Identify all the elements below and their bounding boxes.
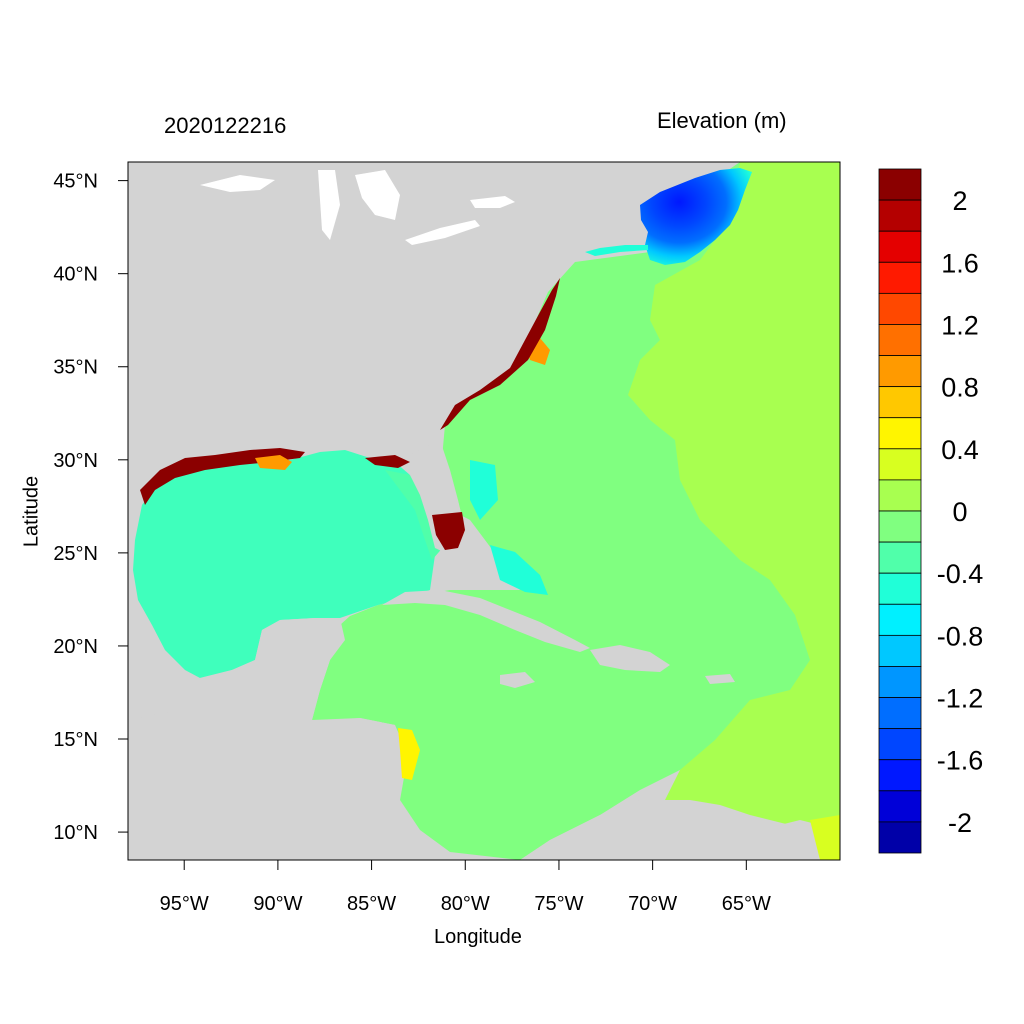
colorbar-swatch: [878, 386, 922, 419]
central-america-land: [128, 710, 430, 860]
colorbar-label: -0.8: [937, 621, 984, 651]
colorbar-swatch: [878, 572, 922, 605]
florida-shelf-water: [385, 470, 445, 560]
longitude-tick-label: 75°W: [534, 893, 583, 915]
latitude-tick-label: 15°N: [53, 729, 98, 751]
colorbar-swatch: [878, 728, 922, 761]
colorbar-label: -1.6: [937, 746, 984, 776]
longitude-tick-label: 80°W: [441, 893, 490, 915]
colorbar-swatch: [878, 168, 922, 201]
colorbar-swatch: [878, 821, 922, 854]
latitude-tick-label: 30°N: [53, 450, 98, 472]
colorbar-label: 1.6: [941, 248, 979, 278]
colorbar-swatch: [878, 292, 922, 325]
lake-michigan: [318, 170, 340, 240]
colorbar-swatch: [878, 199, 922, 232]
colorbar-swatch: [878, 603, 922, 636]
gulf-of-maine-low-water: [640, 168, 752, 265]
hispaniola-land: [590, 645, 670, 672]
timestamp-label: 2020122216: [164, 113, 287, 138]
longitude-tick-label: 95°W: [160, 893, 209, 915]
colorbar-label: 2: [952, 186, 967, 216]
longitude-tick-label: 65°W: [722, 893, 771, 915]
cuba-land: [382, 590, 590, 652]
latitude-tick-label: 45°N: [53, 171, 98, 193]
big-bend-inundation: [365, 455, 410, 468]
bahamas-bank-water-south: [490, 545, 548, 595]
colorbar-swatch: [878, 448, 922, 481]
florida-inundation: [432, 512, 465, 550]
southeast-corner-water: [810, 815, 840, 860]
louisiana-coastal-water: [255, 455, 292, 470]
yucatan-land: [200, 618, 345, 725]
open-atlantic-water: [628, 162, 840, 830]
longitude-tick-label: 70°W: [628, 893, 677, 915]
colorbar-swatch: [878, 230, 922, 263]
longitude-tick-label: 85°W: [347, 893, 396, 915]
lake-ontario: [470, 196, 515, 208]
colorbar-label: 0: [952, 497, 967, 527]
latitude-tick-label: 25°N: [53, 543, 98, 565]
lake-erie: [405, 220, 480, 245]
latitude-tick-label: 40°N: [53, 264, 98, 286]
latitude-tick-label: 10°N: [53, 822, 98, 844]
carolina-coast-inundation: [440, 278, 560, 430]
lake-huron: [355, 170, 400, 220]
x-axis-title: Longitude: [434, 926, 522, 948]
colorbar-label: -0.4: [937, 559, 984, 589]
lake-superior: [200, 175, 275, 192]
colorbar-label: 1.2: [941, 310, 979, 340]
central-america-coastal-water: [398, 728, 420, 780]
colorbar-label: -2: [948, 808, 972, 838]
colorbar-swatch: [878, 541, 922, 574]
colorbar-swatch: [878, 324, 922, 356]
colorbar-swatch: [878, 790, 922, 823]
colorbar-label: -1.2: [937, 684, 984, 714]
variable-title: Elevation (m): [657, 108, 787, 133]
y-axis-title: Latitude: [20, 475, 43, 548]
colorbar-swatch: [878, 634, 922, 667]
gulf-of-mexico-water: [133, 450, 435, 678]
colorbar-swatch: [878, 479, 922, 512]
colorbar-swatch: [878, 759, 922, 792]
puerto-rico-land: [705, 674, 735, 684]
plot-frame: [127, 161, 841, 861]
colorbar-label: 0.8: [941, 373, 979, 403]
colorbar-swatch: [878, 261, 922, 294]
colorbar-swatch: [878, 697, 922, 730]
colorbar: 2 1.6 1.2 0.8 0.4 0 -0.4 -0.8 -1.2 -1.6 -2: [878, 168, 984, 854]
colorbar-swatch: [878, 355, 922, 388]
colorbar-label: 0.4: [941, 435, 979, 465]
colorbar-swatch: [878, 417, 922, 450]
long-island-sound-water: [585, 245, 648, 256]
jamaica-land: [500, 672, 535, 688]
south-america-land: [520, 800, 820, 860]
latitude-tick-label: 35°N: [53, 357, 98, 379]
latitude-tick-label: 20°N: [53, 636, 98, 658]
map-layers: [128, 162, 840, 860]
colorbar-swatch: [878, 510, 922, 543]
longitude-tick-label: 90°W: [253, 893, 302, 915]
colorbar-swatch: [878, 666, 922, 698]
longitude-ticks: 95°W 90°W 85°W 80°W 75°W 70°W 65°W: [160, 860, 771, 915]
latitude-ticks: 45°N 40°N 35°N 30°N 25°N 20°N 15°N 10°N: [53, 171, 128, 844]
bahamas-bank-water: [470, 460, 498, 520]
